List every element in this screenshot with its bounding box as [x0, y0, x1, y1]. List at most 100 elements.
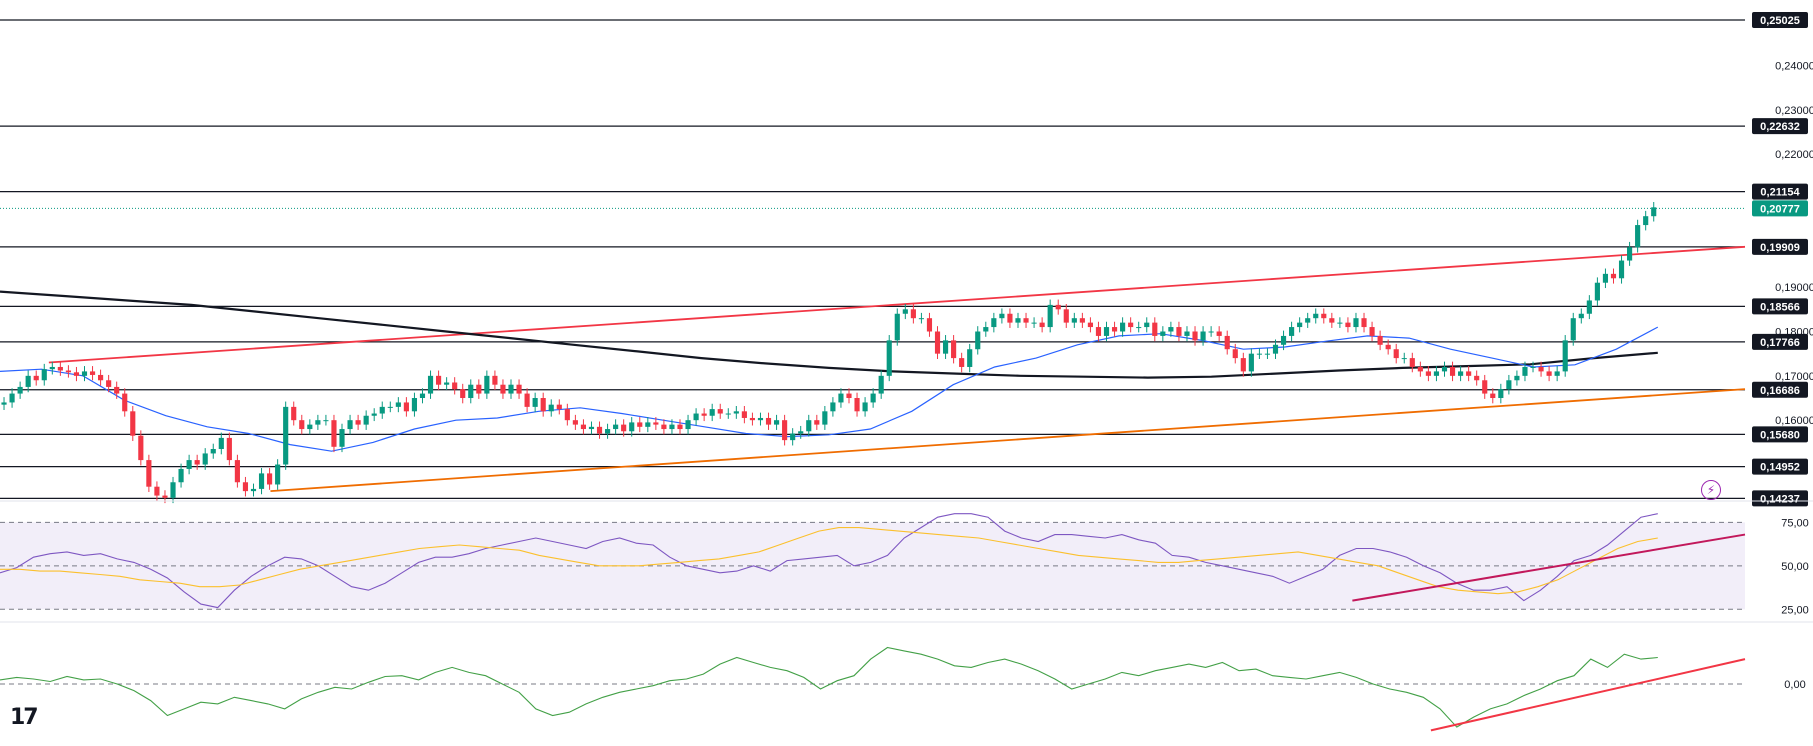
candle-body	[1192, 331, 1198, 341]
candle-body	[798, 431, 804, 434]
candle-body	[1, 402, 7, 405]
candle-body	[822, 411, 828, 425]
level-badge-label: 0,15680	[1760, 429, 1800, 441]
oscillator-panel: 0,00	[0, 646, 1806, 732]
candle-body	[1095, 327, 1102, 336]
candle-body	[291, 406, 297, 421]
candle-body	[379, 406, 385, 414]
rsi-tick-label: 25,00	[1781, 604, 1809, 616]
candle-body	[484, 375, 490, 394]
level-badge	[1752, 118, 1808, 135]
candle-body	[596, 426, 603, 434]
candle-body	[1055, 304, 1061, 310]
candle-body	[1610, 273, 1617, 279]
candle-body	[178, 468, 184, 483]
candle-body	[355, 420, 361, 425]
candle-body	[1627, 247, 1633, 261]
candle-body	[427, 375, 434, 394]
rsi-trendline[interactable]	[1352, 533, 1746, 602]
candle-body	[902, 309, 908, 314]
candle-body	[218, 437, 224, 450]
candle-body	[1200, 331, 1206, 341]
trendline[interactable]	[48, 245, 1746, 364]
rsi-panel: 75,00 50,00 25,00	[0, 513, 1809, 616]
candle-body	[991, 318, 997, 328]
candle-body	[411, 398, 418, 412]
candle-body	[1063, 309, 1069, 323]
candle-body	[790, 433, 796, 441]
candle-body	[1353, 318, 1359, 328]
candle-body	[1393, 349, 1399, 359]
lightning-icon[interactable]: ⚡	[1701, 480, 1721, 500]
candle-body	[1272, 344, 1279, 354]
candle-body	[669, 424, 675, 430]
candle-body	[1176, 327, 1182, 336]
candle-body	[1425, 371, 1431, 376]
price-trendlines	[48, 245, 1746, 493]
price-tick-label: 0,24000	[1775, 60, 1813, 72]
rsi-line	[0, 513, 1658, 609]
oscillator-trendline[interactable]	[1430, 658, 1746, 732]
candle-body	[299, 420, 305, 430]
candle-body	[492, 375, 498, 385]
candle-body	[951, 340, 957, 359]
level-badge-label: 0,16686	[1760, 385, 1800, 397]
candle-body	[524, 393, 530, 407]
candle-body	[1168, 327, 1174, 332]
candle-body	[580, 424, 587, 430]
price-tick-label: 0,19000	[1775, 282, 1813, 294]
candle-body	[315, 420, 321, 425]
candle-body	[468, 384, 474, 399]
candle-body	[1490, 393, 1496, 399]
candle-body	[81, 371, 88, 376]
candle-body	[846, 393, 852, 399]
candle-body	[1039, 322, 1045, 328]
trendline[interactable]	[270, 388, 1746, 493]
candle-body	[693, 413, 699, 421]
candle-body	[49, 366, 55, 370]
candle-body	[1635, 225, 1641, 248]
oscillator-tick-label: 0,00	[1784, 679, 1805, 691]
candle-body	[1466, 371, 1472, 376]
price-tick-label: 0,22000	[1775, 149, 1813, 161]
candle-body	[25, 375, 31, 387]
candle-body	[1264, 353, 1271, 355]
candle-body	[210, 449, 216, 454]
candle-body	[452, 382, 458, 390]
candle-body	[1007, 313, 1013, 323]
candles	[1, 202, 1657, 504]
candle-body	[661, 424, 667, 430]
candle-body	[701, 413, 707, 416]
candle-body	[500, 384, 506, 394]
level-badge-label: 0,22632	[1760, 121, 1800, 133]
candle-body	[983, 327, 989, 332]
level-badge	[1752, 426, 1808, 443]
candle-body	[1079, 318, 1085, 323]
candle-body	[267, 473, 273, 485]
candle-body	[1538, 366, 1544, 372]
candle-body	[975, 331, 981, 350]
candle-body	[564, 409, 570, 421]
candle-body	[572, 420, 578, 425]
candle-body	[1313, 313, 1319, 319]
candle-body	[1216, 331, 1222, 336]
candle-body	[1031, 322, 1037, 324]
candle-body	[613, 424, 619, 430]
candle-body	[677, 424, 683, 430]
candle-body	[1015, 318, 1021, 323]
candle-body	[918, 318, 924, 320]
candle-body	[862, 402, 868, 412]
candle-body	[242, 482, 249, 492]
candle-body	[275, 464, 281, 485]
candle-body	[1023, 318, 1029, 323]
rsi-tick-label: 50,00	[1781, 561, 1809, 573]
candle-body	[106, 380, 112, 387]
candle-body	[460, 389, 466, 399]
candle-body	[717, 409, 723, 414]
candle-body	[1184, 331, 1190, 336]
level-badge-label: 0,25025	[1760, 15, 1800, 27]
tradingview-logo-icon[interactable]: 17	[10, 705, 39, 730]
candle-body	[283, 406, 289, 465]
candle-body	[1144, 322, 1150, 328]
candle-body	[1256, 353, 1262, 355]
